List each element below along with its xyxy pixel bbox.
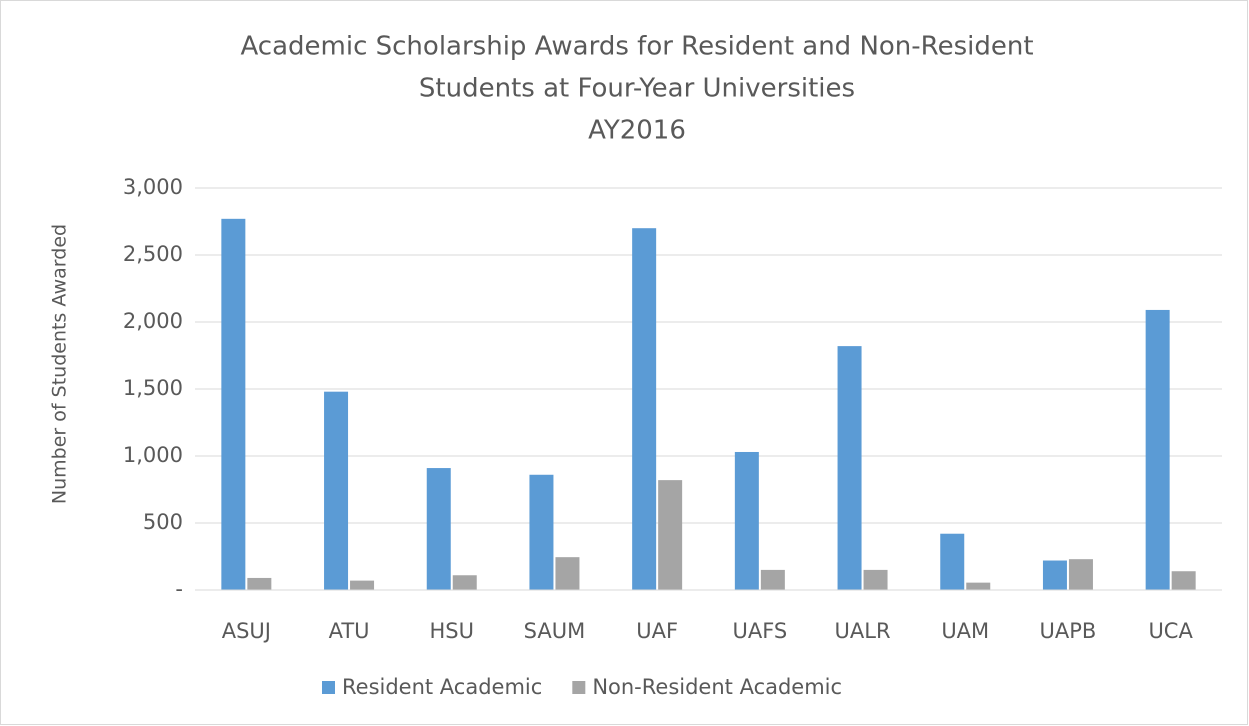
bar xyxy=(837,346,862,590)
bar xyxy=(760,569,785,590)
bar xyxy=(1145,309,1170,590)
bar xyxy=(940,533,965,590)
bar xyxy=(555,557,580,590)
bar xyxy=(1171,571,1196,590)
x-tick-label: UAM xyxy=(941,619,989,643)
y-tick-label: 2,500 xyxy=(123,242,183,266)
bar xyxy=(324,391,349,590)
y-tick-label: - xyxy=(175,577,183,601)
y-tick-label: 1,000 xyxy=(123,443,183,467)
legend-swatch xyxy=(322,681,335,694)
bar xyxy=(247,577,272,590)
bar xyxy=(221,218,246,590)
bar xyxy=(1042,560,1067,590)
bar xyxy=(632,228,657,590)
bar xyxy=(863,569,888,590)
legend-label: Resident Academic xyxy=(342,675,542,699)
x-tick-label: HSU xyxy=(430,619,475,643)
chart-title: Academic Scholarship Awards for Resident… xyxy=(240,32,1033,62)
x-tick-label: SAUM xyxy=(524,619,586,643)
bar xyxy=(350,580,375,590)
y-tick-label: 2,000 xyxy=(123,309,183,333)
x-tick-label: ASUJ xyxy=(222,619,271,643)
x-tick-label: UALR xyxy=(835,619,891,643)
bar xyxy=(1068,559,1093,590)
x-tick-label: UAPB xyxy=(1040,619,1097,643)
y-tick-label: 1,500 xyxy=(123,376,183,400)
bar xyxy=(658,480,683,590)
y-tick-label: 500 xyxy=(143,510,183,534)
bar xyxy=(529,474,554,590)
bar xyxy=(452,575,477,590)
x-tick-label: UAF xyxy=(636,619,678,643)
legend-swatch xyxy=(572,681,586,694)
x-tick-label: UCA xyxy=(1148,619,1193,643)
x-tick-label: UAFS xyxy=(732,619,787,643)
bar xyxy=(966,582,991,590)
x-tick-label: ATU xyxy=(329,619,370,643)
y-tick-label: 3,000 xyxy=(123,175,183,199)
chart-title: AY2016 xyxy=(588,116,686,146)
bar xyxy=(426,468,451,590)
bar xyxy=(734,451,759,590)
chart-title: Students at Four-Year Universities xyxy=(419,74,855,104)
y-axis-label: Number of Students Awarded xyxy=(49,224,71,504)
legend-label: Non-Resident Academic xyxy=(592,675,842,699)
